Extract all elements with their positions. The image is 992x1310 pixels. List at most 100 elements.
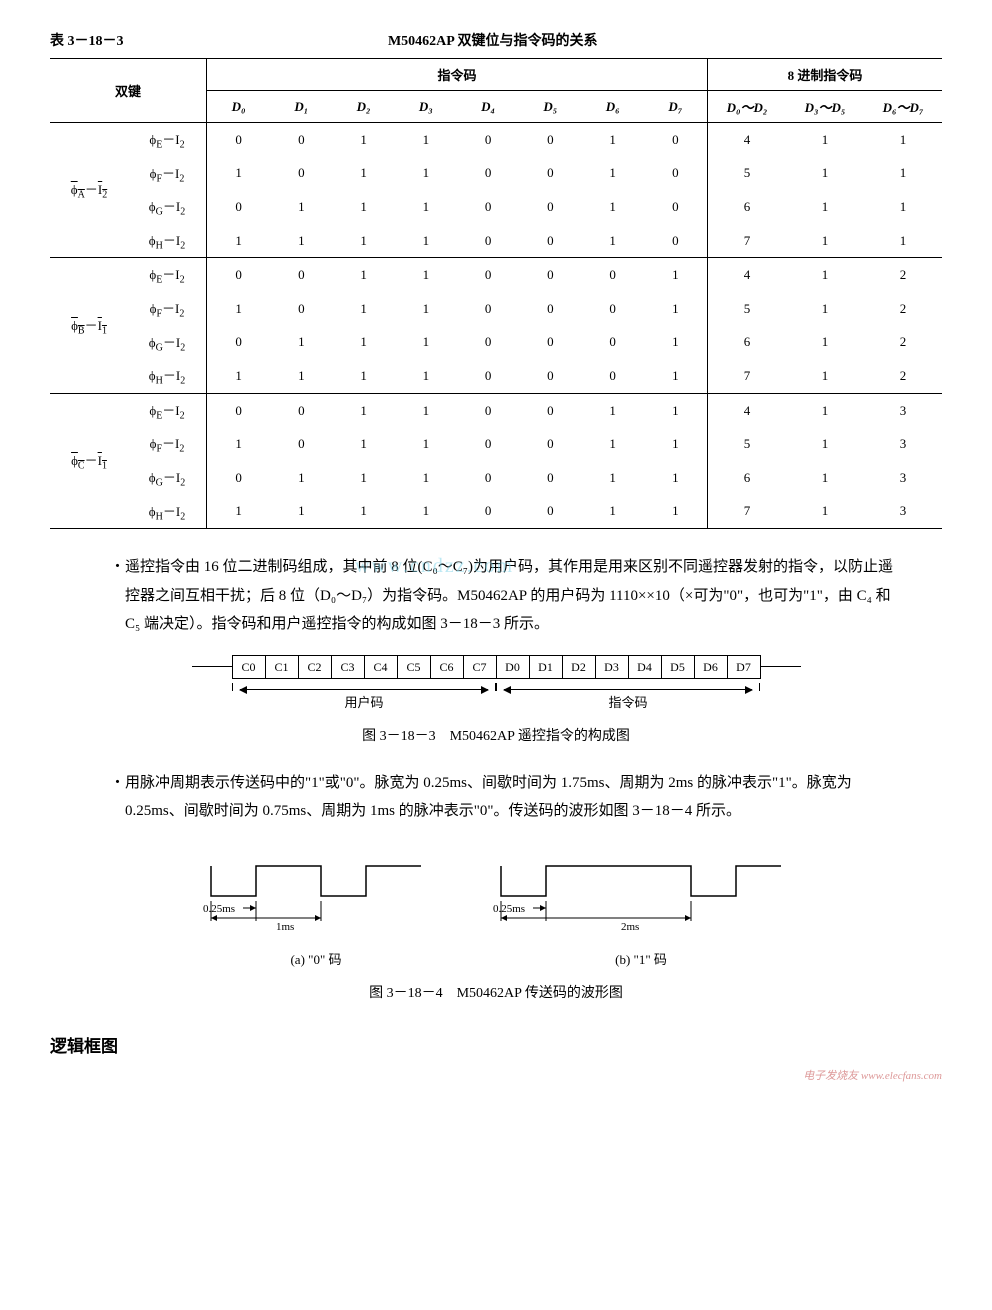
wave-one-svg: 0.25ms 2ms bbox=[491, 846, 791, 936]
cell-d: 0 bbox=[207, 326, 271, 360]
cell-d: 1 bbox=[207, 495, 271, 529]
cell-d: 0 bbox=[457, 292, 519, 326]
bit-cell: D5 bbox=[661, 655, 694, 679]
cell-d: 0 bbox=[270, 393, 332, 427]
group-key: ϕA－I2 bbox=[50, 123, 128, 258]
table-row: ϕH－I211110010711 bbox=[50, 224, 942, 258]
cell-d: 0 bbox=[519, 393, 581, 427]
group-key: ϕC－I1 bbox=[50, 393, 128, 528]
table-row: ϕG－I201110011613 bbox=[50, 461, 942, 495]
cell-d: 0 bbox=[270, 258, 332, 292]
waveform-diagrams: 0.25ms 1ms (a) "0" 码 0.25ms 2ms bbox=[50, 846, 942, 968]
bit-cell: D7 bbox=[727, 655, 761, 679]
th-d3: D₃ bbox=[395, 91, 457, 123]
cell-oct: 3 bbox=[864, 427, 942, 461]
cell-d: 0 bbox=[457, 157, 519, 191]
cell-d: 1 bbox=[644, 258, 708, 292]
cell-d: 1 bbox=[395, 326, 457, 360]
cell-d: 0 bbox=[519, 326, 581, 360]
wave0-caption: (a) "0" 码 bbox=[201, 949, 431, 968]
row-key: ϕF－I2 bbox=[128, 292, 207, 326]
cell-d: 1 bbox=[644, 461, 708, 495]
cell-d: 1 bbox=[644, 326, 708, 360]
cell-d: 1 bbox=[395, 292, 457, 326]
cell-d: 1 bbox=[395, 393, 457, 427]
bit-diagram-labels: 用户码 指令码 bbox=[50, 683, 942, 711]
cell-d: 1 bbox=[395, 359, 457, 393]
cell-d: 1 bbox=[395, 190, 457, 224]
cell-d: 0 bbox=[519, 461, 581, 495]
cell-d: 1 bbox=[207, 359, 271, 393]
cell-d: 0 bbox=[519, 157, 581, 191]
cell-oct: 1 bbox=[864, 157, 942, 191]
cell-d: 1 bbox=[395, 157, 457, 191]
cell-oct: 1 bbox=[786, 495, 864, 529]
fig4-caption: 图 3－18－4 M50462AP 传送码的波形图 bbox=[50, 982, 942, 1002]
cell-d: 1 bbox=[395, 224, 457, 258]
cell-d: 1 bbox=[270, 461, 332, 495]
wave0-period: 1ms bbox=[276, 921, 294, 933]
cell-d: 0 bbox=[519, 190, 581, 224]
cell-oct: 4 bbox=[708, 393, 787, 427]
bit-cell: C5 bbox=[397, 655, 430, 679]
cell-d: 1 bbox=[332, 190, 394, 224]
cell-d: 1 bbox=[270, 326, 332, 360]
bit-cell: D4 bbox=[628, 655, 661, 679]
cell-d: 1 bbox=[644, 427, 708, 461]
cell-oct: 7 bbox=[708, 359, 787, 393]
th-oct2: D₆～D₇ bbox=[864, 91, 942, 123]
row-key: ϕH－I2 bbox=[128, 495, 207, 529]
bit-cell: C1 bbox=[265, 655, 298, 679]
section-title: 逻辑框图 bbox=[50, 1032, 942, 1057]
th-d4: D₄ bbox=[457, 91, 519, 123]
cell-d: 0 bbox=[457, 258, 519, 292]
wave1-caption: (b) "1" 码 bbox=[491, 949, 791, 968]
cell-d: 1 bbox=[395, 123, 457, 157]
cell-d: 0 bbox=[519, 123, 581, 157]
group-key: ϕB－I1 bbox=[50, 258, 128, 393]
row-key: ϕH－I2 bbox=[128, 224, 207, 258]
cell-d: 0 bbox=[519, 258, 581, 292]
row-key: ϕF－I2 bbox=[128, 157, 207, 191]
cell-d: 0 bbox=[457, 326, 519, 360]
wave-zero-svg: 0.25ms 1ms bbox=[201, 846, 431, 936]
cell-d: 1 bbox=[270, 359, 332, 393]
table-row: ϕB－I1ϕE－I200110001412 bbox=[50, 258, 942, 292]
th-cmdcode: 指令码 bbox=[207, 59, 708, 91]
fig3-caption: 图 3－18－3 M50462AP 遥控指令的构成图 bbox=[50, 725, 942, 745]
cell-d: 0 bbox=[270, 123, 332, 157]
cell-d: 0 bbox=[582, 292, 644, 326]
cell-d: 0 bbox=[457, 495, 519, 529]
cell-d: 0 bbox=[519, 359, 581, 393]
cell-oct: 2 bbox=[864, 258, 942, 292]
wave1-period: 2ms bbox=[621, 921, 639, 933]
wave-one: 0.25ms 2ms (b) "1" 码 bbox=[491, 846, 791, 968]
th-d1: D₁ bbox=[270, 91, 332, 123]
cell-d: 1 bbox=[332, 326, 394, 360]
table-row: ϕA－I2ϕE－I200110010411 bbox=[50, 123, 942, 157]
cell-oct: 3 bbox=[864, 495, 942, 529]
bit-cell: D1 bbox=[529, 655, 562, 679]
cell-d: 0 bbox=[457, 123, 519, 157]
row-key: ϕG－I2 bbox=[128, 190, 207, 224]
th-d6: D₆ bbox=[582, 91, 644, 123]
cell-d: 0 bbox=[207, 123, 271, 157]
cell-d: 1 bbox=[582, 157, 644, 191]
cell-d: 0 bbox=[457, 224, 519, 258]
cell-d: 1 bbox=[582, 123, 644, 157]
cell-oct: 6 bbox=[708, 326, 787, 360]
cell-oct: 3 bbox=[864, 461, 942, 495]
cell-oct: 7 bbox=[708, 495, 787, 529]
cell-oct: 1 bbox=[786, 123, 864, 157]
bit-cell: C0 bbox=[232, 655, 265, 679]
cell-d: 1 bbox=[582, 393, 644, 427]
cell-d: 0 bbox=[270, 292, 332, 326]
cell-d: 1 bbox=[644, 359, 708, 393]
bit-cell: D0 bbox=[496, 655, 529, 679]
cell-oct: 3 bbox=[864, 393, 942, 427]
cell-d: 0 bbox=[644, 224, 708, 258]
wave0-pw: 0.25ms bbox=[203, 903, 235, 915]
bit-label-cmd: 指令码 bbox=[608, 695, 647, 710]
row-key: ϕE－I2 bbox=[128, 123, 207, 157]
row-key: ϕG－I2 bbox=[128, 326, 207, 360]
